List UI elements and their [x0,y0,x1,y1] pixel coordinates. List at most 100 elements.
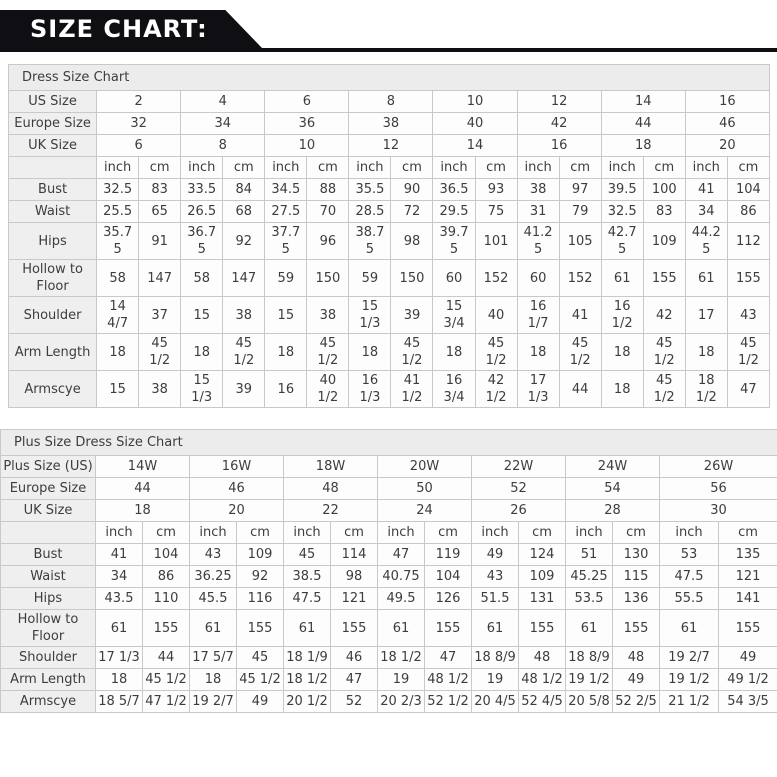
measure-value-cell: 119 [424,543,472,566]
measure-value-cell: 109 [236,543,284,566]
measure-value-cell: 83 [642,200,686,223]
measure-value-cell: 16 [264,370,308,408]
measure-value-cell: 83 [138,178,182,201]
size-value-cell: 34 [180,112,266,135]
measure-value-cell: 61 [95,609,143,647]
measure-value-cell: 93 [474,178,518,201]
measure-value-cell: 41 1/2 [390,370,434,408]
measure-value-cell: 16 1/7 [516,296,560,334]
size-value-cell: 16 [516,134,602,157]
measurement-row: Bust 32.5 83 33.5 84 34.5 88 35.5 90 36.5 93 38 97 39… [7,178,771,201]
measure-value-cell: 61 [565,609,613,647]
measure-value-cell: 38.75 [348,222,392,260]
measure-value-cell: 92 [222,222,266,260]
measurement-row: Hips 35.75 91 36.75 92 37.75 96 38.75 98 39.75 101… [7,222,771,260]
measure-value-cell: 41.25 [516,222,560,260]
size-value-cell: 16 [684,90,771,113]
measure-value-cell: 19 [471,668,519,691]
size-value-cell: 50 [377,477,472,500]
measure-value-cell: 18 [189,668,237,691]
banner-title: SIZE CHART: [30,15,208,43]
measure-value-cell: 18 1/2 [377,646,425,669]
size-value-cell: 36 [264,112,350,135]
measure-value-cell: 59 [264,259,308,297]
measure-value-cell: 126 [424,587,472,610]
measure-value-cell: 152 [474,259,518,297]
measure-value-cell: 19 1/2 [659,668,719,691]
measure-value-cell: 43 [726,296,771,334]
size-value-cell: 4 [180,90,266,113]
measure-value-cell: 47 1/2 [142,690,190,713]
measure-value-cell: 47 [424,646,472,669]
measure-value-cell: 104 [142,543,190,566]
measure-value-cell: 39 [390,296,434,334]
measure-value-cell: 15 [180,296,224,334]
measure-value-cell: 46 [330,646,378,669]
measure-value-cell: 109 [518,565,566,588]
unit-header-cell: inch [96,156,140,179]
measure-value-cell: 98 [330,565,378,588]
banner: SIZE CHART: [0,0,777,56]
measure-value-cell: 16 1/3 [348,370,392,408]
unit-header-cell: inch [95,521,143,544]
measure-value-cell: 109 [642,222,686,260]
unit-header-cell: cm [518,521,566,544]
measure-value-cell: 147 [138,259,182,297]
unit-header-cell: inch [432,156,476,179]
measure-value-cell: 18 [180,333,224,371]
measure-value-cell: 44 [142,646,190,669]
size-value-cell: 12 [348,134,434,157]
measure-value-cell: 44 [558,370,602,408]
measure-value-cell: 18 [600,370,644,408]
row-label: Hips [0,587,96,610]
measure-value-cell: 68 [222,200,266,223]
measure-value-cell: 45 1/2 [138,333,182,371]
measure-value-cell: 18 [348,333,392,371]
size-chart-banner: SIZE CHART: [0,10,262,48]
size-value-cell: 40 [432,112,518,135]
measure-value-cell: 115 [612,565,660,588]
unit-header-cell: inch [600,156,644,179]
size-value-cell: 38 [348,112,434,135]
measure-value-cell: 45.5 [189,587,237,610]
measure-value-cell: 49 [717,646,777,669]
measure-value-cell: 19 1/2 [565,668,613,691]
size-value-cell: 46 [189,477,284,500]
size-value-cell: 22W [471,455,566,478]
measure-value-cell: 39.5 [600,178,644,201]
measure-value-cell: 51.5 [471,587,519,610]
measure-value-cell: 43 [471,565,519,588]
row-label: Shoulder [0,646,96,669]
measurement-row: Armscye 15 38 15 1/3 39 16 40 1/2 16 1/3 41 1/2 1… [7,370,771,408]
measure-value-cell: 79 [558,200,602,223]
measure-value-cell: 72 [390,200,434,223]
row-label: Armscye [0,690,96,713]
size-value-cell: 20W [377,455,472,478]
measure-value-cell: 48 1/2 [518,668,566,691]
measure-value-cell: 43.5 [95,587,143,610]
measure-value-cell: 155 [236,609,284,647]
measure-value-cell: 41 [558,296,602,334]
measure-value-cell: 96 [306,222,350,260]
row-label: Hollow to Floor [7,259,98,297]
measure-value-cell: 53.5 [565,587,613,610]
measure-value-cell: 48 [612,646,660,669]
measure-value-cell: 34 [95,565,143,588]
measure-value-cell: 49.5 [377,587,425,610]
measure-value-cell: 34.5 [264,178,308,201]
measure-value-cell: 75 [474,200,518,223]
measure-value-cell: 17 1/3 [95,646,143,669]
measure-value-cell: 155 [642,259,686,297]
row-label: Bust [0,543,96,566]
unit-header-cell: inch [684,156,728,179]
size-value-cell: 20 [189,499,284,522]
unit-header-cell: cm [306,156,350,179]
measure-value-cell: 18 [600,333,644,371]
dress-size-chart-table: Dress Size Chart US Size 2 4 6 8 10 12 14 16 Europ… [7,64,771,408]
measure-value-cell: 61 [659,609,719,647]
measure-value-cell: 40 1/2 [306,370,350,408]
measure-value-cell: 135 [717,543,777,566]
unit-header-cell: inch [189,521,237,544]
measure-value-cell: 21 1/2 [659,690,719,713]
size-value-cell: 8 [348,90,434,113]
